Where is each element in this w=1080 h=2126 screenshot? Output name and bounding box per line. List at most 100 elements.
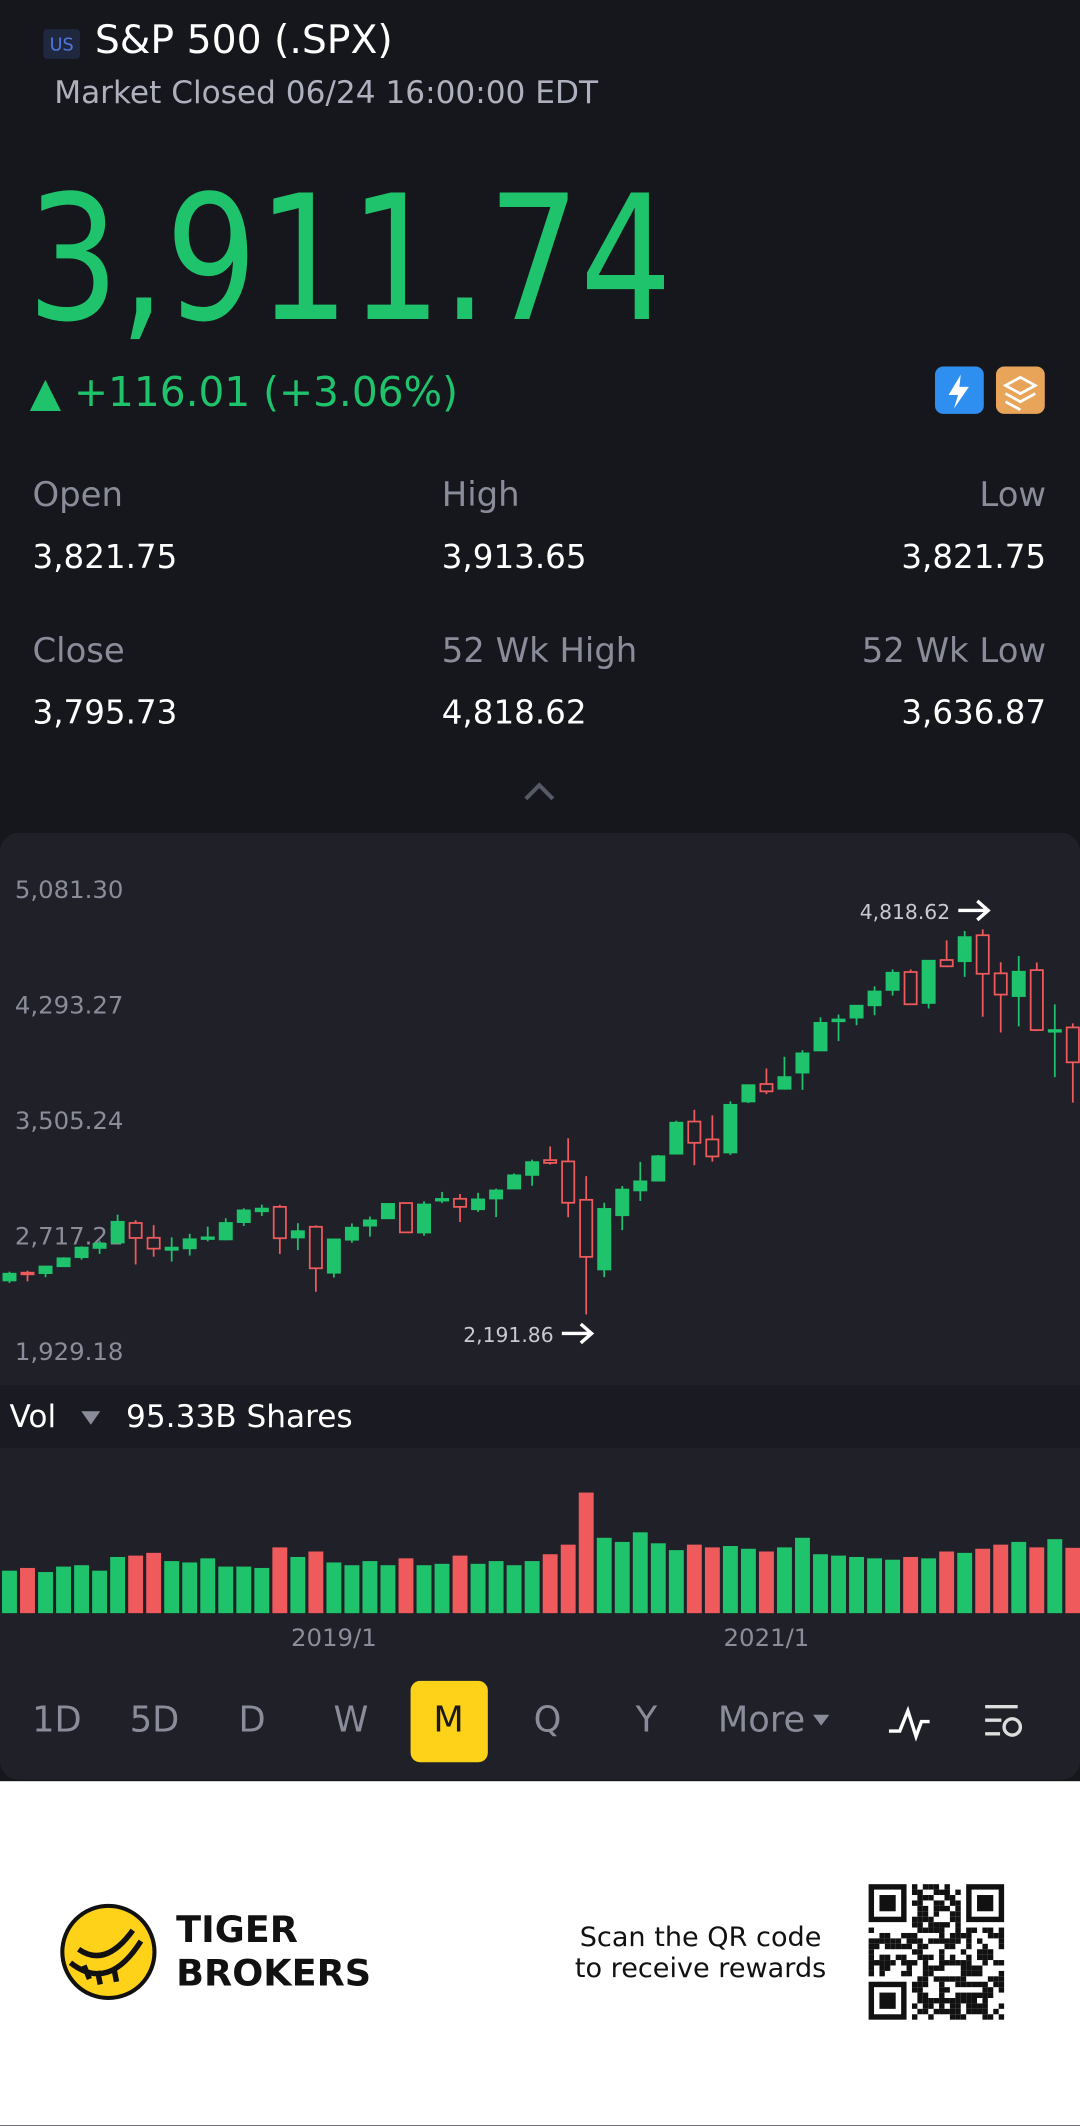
- volume-bar: [1047, 1539, 1063, 1614]
- volume-bar: [921, 1558, 937, 1614]
- candle-body: [759, 1083, 774, 1093]
- period-tab[interactable]: M: [433, 1700, 463, 1741]
- qr-module: [874, 1938, 880, 1944]
- volume-bar: [1011, 1541, 1027, 1614]
- volume-bar: [542, 1554, 558, 1614]
- collapse-chevron[interactable]: [524, 782, 555, 801]
- period-tab[interactable]: Y: [635, 1700, 658, 1741]
- qr-module: [901, 1943, 907, 1950]
- qr-module: [971, 1981, 978, 1988]
- qr-module: [939, 1900, 945, 1906]
- qr-module: [901, 1970, 907, 1977]
- qr-module: [895, 1954, 902, 1961]
- stat-value: 3,821.75: [901, 538, 1046, 576]
- candle-body: [1029, 969, 1044, 1031]
- volume-bar: [614, 1541, 630, 1614]
- qr-module: [879, 1970, 885, 1977]
- qr-module: [960, 1960, 967, 1966]
- qr-module: [987, 1987, 994, 1993]
- qr-module: [911, 1884, 918, 1890]
- volume-bar: [596, 1537, 612, 1614]
- qr-module: [982, 1981, 988, 1988]
- qr-module: [971, 1998, 978, 2004]
- qr-module: [868, 1938, 875, 1944]
- candle-body: [20, 1271, 35, 1276]
- volume-total: 95.33B Shares: [126, 1399, 353, 1435]
- qr-module: [928, 1895, 934, 1901]
- qr-module: [906, 1970, 912, 1977]
- candle-body: [326, 1238, 341, 1274]
- stat-label: 52 Wk Low: [862, 631, 1046, 670]
- volume-bar: [470, 1563, 486, 1614]
- candle-body: [146, 1236, 161, 1250]
- volume-bar: [831, 1555, 846, 1614]
- qr-module: [960, 1932, 967, 1939]
- qr-module: [982, 1949, 988, 1955]
- volume-bar: [1029, 1547, 1045, 1614]
- qr-module: [993, 2008, 999, 2015]
- qr-module: [879, 1932, 885, 1939]
- volume-bar: [128, 1555, 144, 1614]
- settings-icon[interactable]: [985, 1704, 1018, 1736]
- qr-module: [982, 1998, 988, 2004]
- qr-module: [960, 1981, 967, 1988]
- qr-module: [868, 1960, 875, 1966]
- qr-module: [911, 1981, 918, 1988]
- qr-module: [911, 1922, 918, 1928]
- period-tab[interactable]: D: [238, 1700, 265, 1741]
- tab-highlight: [410, 1680, 488, 1763]
- qr-module: [949, 2014, 956, 2020]
- candle-body: [723, 1103, 738, 1154]
- volume-bar: [740, 1548, 756, 1614]
- qr-module: [917, 1981, 923, 1988]
- period-tab[interactable]: Q: [534, 1700, 562, 1741]
- brand-logo-stripes: [68, 1928, 144, 1985]
- candle-body: [362, 1219, 377, 1227]
- qr-module: [933, 1965, 940, 1971]
- qr-module: [998, 2003, 1005, 2009]
- extreme-arrow: [958, 899, 991, 922]
- qr-module: [944, 1987, 950, 1993]
- qr-module: [917, 1922, 923, 1928]
- qr-module: [960, 2014, 967, 2020]
- candle-body: [561, 1160, 576, 1204]
- qr-module: [928, 1927, 934, 1933]
- layers-glyph: [1002, 375, 1039, 412]
- qr-module: [911, 2014, 918, 2020]
- layers-icon[interactable]: [995, 366, 1045, 414]
- qr-module: [933, 1998, 940, 2004]
- qr-module: [949, 1954, 956, 1961]
- candle-body: [200, 1236, 215, 1240]
- indicator-icon[interactable]: [888, 1705, 930, 1742]
- volume-bar: [849, 1556, 864, 1614]
- volume-dropdown[interactable]: [81, 1411, 101, 1425]
- period-tab[interactable]: More: [718, 1700, 805, 1741]
- qr-module: [868, 1970, 875, 1977]
- qr-module: [944, 1905, 950, 1912]
- qr-module: [971, 2003, 978, 2009]
- stat-value: 3,636.87: [901, 694, 1046, 732]
- y-tick-label: 1,929.18: [15, 1337, 124, 1366]
- candle-body: [885, 971, 900, 991]
- period-tab[interactable]: 5D: [130, 1700, 180, 1741]
- qr-module: [901, 1954, 907, 1961]
- qr-module: [933, 1922, 940, 1928]
- qr-module: [998, 1987, 1005, 1993]
- volume-bar: [903, 1556, 919, 1614]
- qr-module: [939, 1949, 945, 1955]
- qr-module: [982, 1927, 988, 1933]
- volume-bar: [975, 1548, 991, 1614]
- period-tab[interactable]: 1D: [32, 1700, 82, 1741]
- qr-module: [868, 1927, 875, 1933]
- volume-bar: [560, 1544, 576, 1614]
- qr-module: [906, 1943, 912, 1950]
- candle-body: [236, 1209, 251, 1223]
- qr-module: [917, 1905, 923, 1912]
- volume-bar: [704, 1547, 720, 1614]
- qr-module: [977, 1954, 983, 1961]
- qr-module: [944, 1922, 950, 1928]
- stat-value: 3,821.75: [33, 538, 178, 576]
- period-tab[interactable]: W: [334, 1700, 369, 1741]
- qr-module: [949, 1976, 956, 1982]
- qr-module: [890, 1943, 896, 1950]
